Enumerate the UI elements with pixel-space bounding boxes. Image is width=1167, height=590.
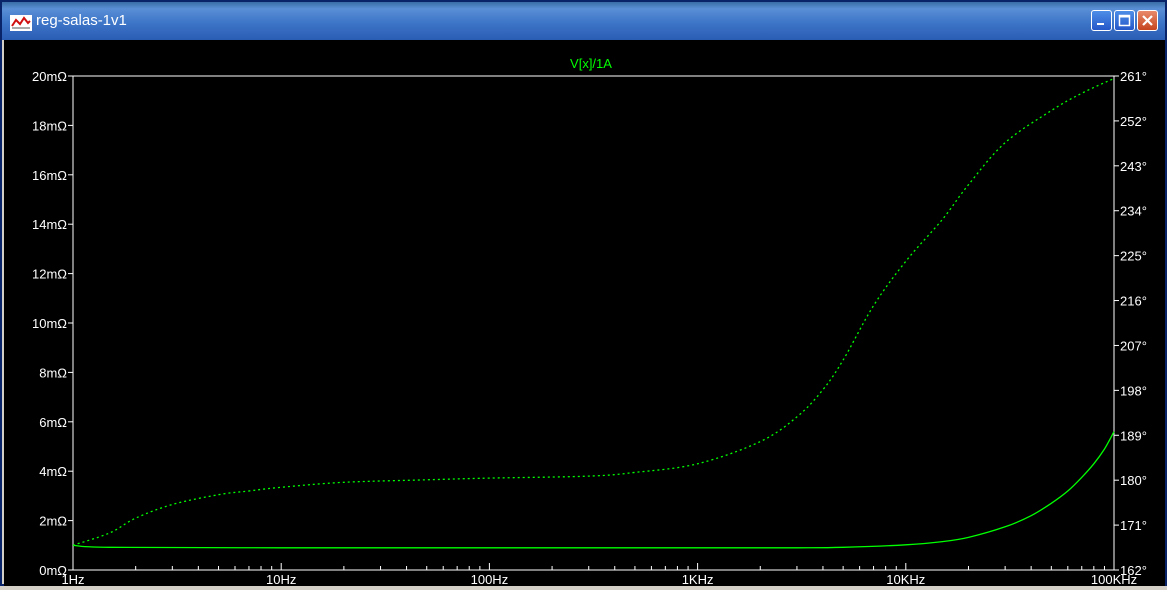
right-y-tick-label: 162° [1120,563,1147,578]
right-y-tick-label: 207° [1120,338,1147,353]
left-y-tick-label: 6mΩ [39,415,67,430]
left-y-tick-label: 4mΩ [39,464,67,479]
x-tick-label: 1Hz [61,572,84,586]
right-y-tick-label: 171° [1120,518,1147,533]
plot-frame [72,75,1115,571]
right-y-tick-label: 180° [1120,473,1147,488]
left-y-tick-label: 0mΩ [39,563,67,578]
right-y-tick-label: 234° [1120,204,1147,219]
right-y-tick-label: 252° [1120,114,1147,129]
left-y-tick-label: 18mΩ [32,118,67,133]
close-icon [1142,15,1153,26]
close-button[interactable] [1137,10,1158,31]
right-y-tick-label: 243° [1120,159,1147,174]
plot-pane[interactable]: V[x]/1A 1Hz 10Hz 100Hz 1KHz 10KHz 100KHz 0mΩ 2m… [4,40,1165,587]
x-tick-label: 10KHz [886,572,925,586]
left-y-tick-label: 16mΩ [32,168,67,183]
x-tick-label: 100KHz [1091,572,1137,586]
window-title: reg-salas-1v1 [36,12,127,29]
traces [72,77,1115,549]
x-tick-label: 1KHz [682,572,714,586]
magnitude-trace [72,431,1115,549]
maximize-button[interactable] [1114,10,1135,31]
right-y-tick-label: 189° [1120,428,1147,443]
right-y-tick-label: 198° [1120,383,1147,398]
bode-plot: V[x]/1A 1Hz 10Hz 100Hz 1KHz 10KHz 100KHz 0mΩ 2m… [32,56,1147,587]
title-bar[interactable]: reg-salas-1v1 [2,2,1165,40]
phase-trace [72,77,1115,546]
left-y-tick-label: 20mΩ [32,69,67,84]
left-y-tick-label: 2mΩ [39,514,67,529]
axis-ticks: 1Hz 10Hz 100Hz 1KHz 10KHz 100KHz 0mΩ 2mΩ 4mΩ 6mΩ 8… [32,69,1147,587]
minimize-icon [1097,23,1104,25]
right-y-tick-label: 216° [1120,294,1147,309]
left-y-tick-label: 10mΩ [32,316,67,331]
left-y-tick-label: 12mΩ [32,267,67,282]
left-y-tick-label: 8mΩ [39,365,67,380]
maximize-icon [1118,14,1131,27]
x-tick-label: 10Hz [266,572,296,586]
x-tick-label: 100Hz [471,572,509,586]
right-y-tick-label: 261° [1120,69,1147,84]
minimize-button[interactable] [1091,10,1112,31]
waveform-app-icon [10,15,32,31]
chart-title: V[x]/1A [570,56,612,71]
left-y-tick-label: 14mΩ [32,217,67,232]
plot-border [72,75,1115,571]
right-y-tick-label: 225° [1120,249,1147,264]
